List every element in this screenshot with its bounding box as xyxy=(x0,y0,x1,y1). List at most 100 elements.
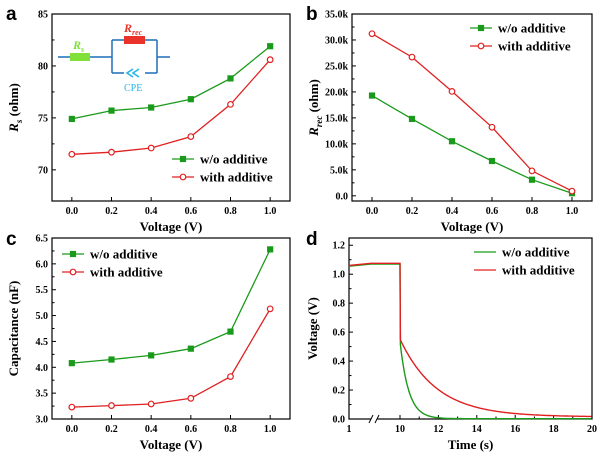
x-tick-label: 0.0 xyxy=(366,206,379,217)
x-tick-label: 0.8 xyxy=(526,206,539,217)
data-point-circle xyxy=(477,42,485,50)
data-point-square xyxy=(528,176,536,183)
y-tick-label: 5.0k xyxy=(330,165,349,176)
data-point-square xyxy=(368,92,376,99)
panel-letter-c: c xyxy=(6,229,17,250)
y-tick-label: 75 xyxy=(38,113,48,124)
legend-label-0: w/o additive xyxy=(498,21,566,36)
y-axis-label-unit: (ohm) xyxy=(306,79,321,115)
y-tick-label: 5.0 xyxy=(36,311,49,322)
data-point-square xyxy=(69,250,77,258)
panel-letter-d: d xyxy=(306,229,318,250)
y-axis-label: Rrec (ohm) xyxy=(306,79,324,137)
chart-panel-b: 0.0 0.2 0.4 0.6 0.8 1.0 0.0 5.0k 10.0k 15.0k 20.0k… xyxy=(306,10,593,234)
data-point-square xyxy=(148,104,155,111)
chart-panel-d: 1 10 12 14 16 18 20 0.0 0.2 0.4 0.6 0.8 1.0 1.2 Time (… xyxy=(305,237,597,452)
y-axis-label-unit: (ohm) xyxy=(6,83,21,119)
series-line-0 xyxy=(71,249,271,364)
rs-label: Rs xyxy=(72,38,84,54)
data-point-square xyxy=(108,107,115,114)
x-tick-label: 16 xyxy=(510,424,520,435)
y-tick-label: 20.0k xyxy=(325,87,349,98)
data-point-circle xyxy=(448,87,456,95)
series-line-0 xyxy=(348,263,592,420)
panel-a-plot-frame xyxy=(51,13,291,202)
x-tick-label: 12 xyxy=(433,424,443,435)
data-point-circle xyxy=(179,173,187,181)
data-point-circle xyxy=(408,53,416,61)
series-line-1 xyxy=(348,262,592,418)
panel-letter-b: b xyxy=(306,4,318,25)
data-point-square xyxy=(68,115,75,123)
series-line-0 xyxy=(371,95,573,194)
legend-label-1: with additive xyxy=(90,265,163,280)
data-point-circle xyxy=(187,133,195,140)
y-tick-label: 85 xyxy=(38,10,48,21)
y-tick-label: 30.0k xyxy=(325,35,349,46)
series-line-1 xyxy=(371,33,573,192)
y-tick-label: 0.6 xyxy=(333,328,346,339)
cpe-element-icon xyxy=(125,68,140,78)
y-tick-label: 5.5 xyxy=(36,285,49,296)
legend-label-1: with additive xyxy=(498,39,571,54)
data-point-circle xyxy=(108,148,115,156)
data-point-square xyxy=(148,352,155,359)
legend-label-1: with additive xyxy=(200,170,273,185)
y-tick-label: 6.0 xyxy=(36,259,49,270)
data-point-circle xyxy=(266,56,274,64)
x-tick-label: 0.2 xyxy=(406,206,419,217)
rs-label-subscript: s xyxy=(80,45,84,54)
y-tick-label: 0.8 xyxy=(333,299,346,310)
data-point-square xyxy=(187,345,194,352)
axis-break-mark-left xyxy=(368,414,374,424)
y-tick-label: 35.0k xyxy=(325,10,349,21)
x-tick-label: 0.8 xyxy=(224,424,237,435)
x-tick-label: 0.6 xyxy=(486,206,499,217)
data-point-circle xyxy=(69,268,77,276)
y-tick-label: 0.0 xyxy=(333,415,346,426)
cpe-gap xyxy=(124,69,145,77)
y-tick-label: 80 xyxy=(38,61,48,72)
series-line-1 xyxy=(71,59,271,155)
data-point-circle xyxy=(368,30,376,38)
data-point-circle xyxy=(266,305,274,313)
x-tick-label: 14 xyxy=(472,424,482,435)
x-tick-label: 18 xyxy=(549,424,559,435)
data-point-square xyxy=(227,328,234,335)
data-point-circle xyxy=(568,187,576,195)
x-tick-label: 0.4 xyxy=(145,206,158,217)
data-point-square xyxy=(227,75,234,82)
data-point-circle xyxy=(528,167,536,175)
data-point-circle xyxy=(187,394,195,402)
x-tick-label: 0.4 xyxy=(446,206,459,217)
data-point-square xyxy=(179,155,187,163)
data-point-circle xyxy=(68,403,76,411)
y-axis-label-subscript: s xyxy=(14,119,24,124)
y-tick-label: 4.5 xyxy=(36,337,49,348)
axis-break-gap xyxy=(371,415,377,423)
rs-resistor xyxy=(70,53,90,61)
legend-label-1: with additive xyxy=(502,263,575,278)
legend-label-0: w/o additive xyxy=(502,245,570,260)
y-tick-label: 15.0k xyxy=(325,113,349,124)
y-tick-label: 0.2 xyxy=(333,386,346,397)
data-point-circle xyxy=(488,123,496,131)
x-tick-label: 0.8 xyxy=(224,206,237,217)
rrec-resistor xyxy=(124,36,145,44)
x-axis-label: Voltage (V) xyxy=(441,219,504,234)
y-tick-label: 1.0 xyxy=(333,270,346,281)
x-tick-label: 10 xyxy=(395,424,405,435)
data-point-square xyxy=(488,157,496,165)
data-point-square xyxy=(108,356,115,363)
x-tick-label: 20 xyxy=(587,424,597,435)
rrec-label-symbol: R xyxy=(123,21,132,35)
data-point-circle xyxy=(227,373,234,380)
data-point-square xyxy=(408,115,416,123)
rs-label-symbol: R xyxy=(72,38,81,52)
y-tick-label: 0.4 xyxy=(333,357,346,368)
y-tick-label: 0.0 xyxy=(336,191,349,202)
y-axis-label: Capacitance (nF) xyxy=(6,281,21,377)
rrec-label-subscript: rec xyxy=(132,28,143,37)
rrec-label: Rrec xyxy=(123,21,143,37)
panel-letter-a: a xyxy=(6,4,17,25)
